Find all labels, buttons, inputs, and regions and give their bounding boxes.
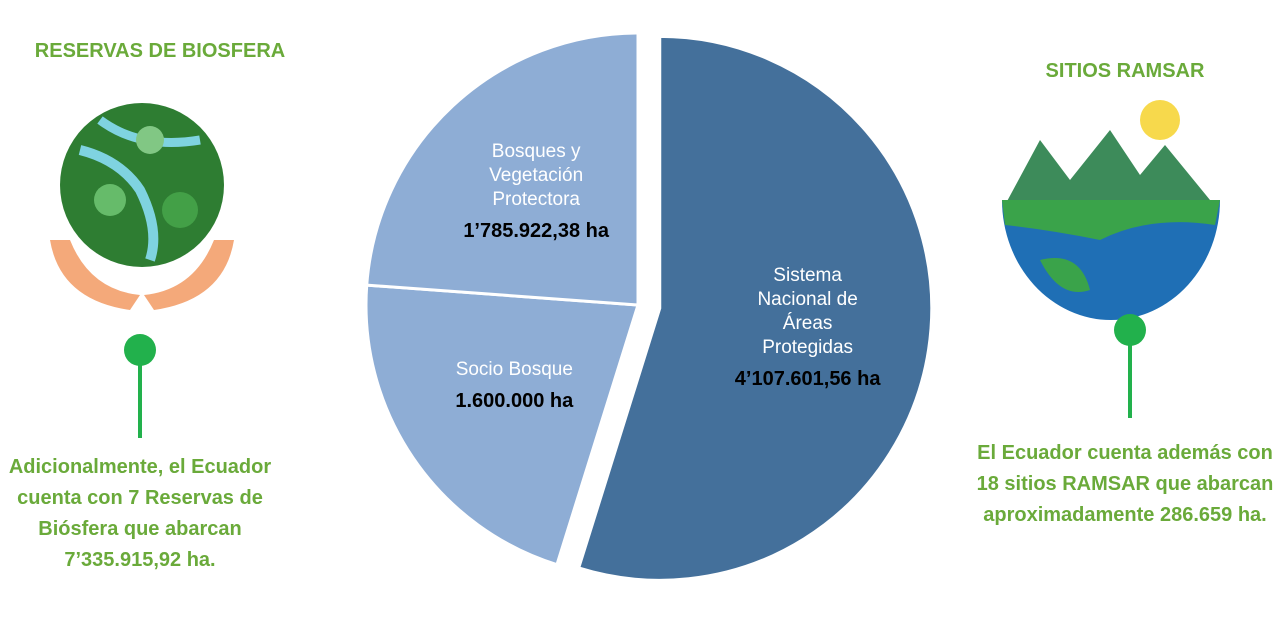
category-label: Socio Bosque [449, 358, 579, 382]
value-label: 1.600.000 ha [424, 382, 604, 420]
right-title: SITIOS RAMSAR [990, 60, 1260, 83]
ramsar-icon [1002, 100, 1220, 320]
value-label: 1’785.922,38 ha [446, 212, 626, 250]
left-text: Adicionalmente, el Ecuador cuenta con 7 … [5, 452, 275, 576]
category-label: Bosques y Vegetación Protectora [471, 140, 601, 212]
category-label: Sistema Nacional de Áreas Protegidas [743, 264, 873, 360]
page: RESERVAS DE BIOSFERA Adicionalmente, el … [0, 0, 1274, 628]
value-label: 4’107.601,56 ha [718, 360, 898, 398]
pin-left [124, 334, 156, 438]
biosphere-icon [50, 103, 234, 310]
left-title: RESERVAS DE BIOSFERA [10, 40, 310, 63]
pin-right [1114, 314, 1146, 418]
right-text: El Ecuador cuenta además con 18 sitios R… [975, 438, 1274, 531]
